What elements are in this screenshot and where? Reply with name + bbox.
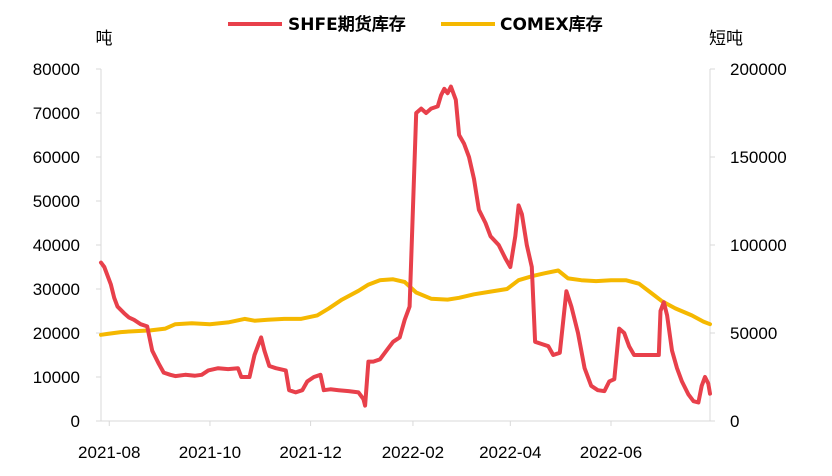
left-tick-label: 70000 bbox=[33, 104, 80, 123]
legend-label-comex: COMEX库存 bbox=[500, 14, 603, 35]
x-tick-label: 2021-08 bbox=[78, 443, 140, 462]
series-line-comex bbox=[99, 268, 712, 337]
left-axis-unit: 吨 bbox=[96, 29, 113, 49]
x-tick-label: 2022-04 bbox=[479, 443, 541, 462]
left-tick-label: 0 bbox=[71, 412, 80, 431]
right-tick-label: 150000 bbox=[730, 148, 787, 167]
legend: SHFE期货库存 COMEX库存 bbox=[228, 14, 603, 35]
left-tick-label: 10000 bbox=[33, 368, 80, 387]
x-tick-label: 2021-12 bbox=[279, 443, 341, 462]
x-tick-label: 2021-10 bbox=[179, 443, 241, 462]
legend-label-shfe: SHFE期货库存 bbox=[288, 14, 406, 35]
left-axis-ticks: 0 10000 20000 30000 40000 50000 60000 70000 8000… bbox=[33, 60, 101, 431]
right-tick-label: 100000 bbox=[730, 236, 787, 255]
x-axis-ticks: 2021-08 2021-10 2021-12 2022-02 2022-04 2022-… bbox=[78, 421, 642, 462]
left-tick-label: 60000 bbox=[33, 148, 80, 167]
left-tick-label: 30000 bbox=[33, 280, 80, 299]
left-tick-label: 40000 bbox=[33, 236, 80, 255]
x-tick-label: 2022-02 bbox=[382, 443, 444, 462]
right-tick-label: 200000 bbox=[730, 60, 787, 79]
left-tick-label: 80000 bbox=[33, 60, 80, 79]
series-line-shfe bbox=[99, 84, 712, 408]
left-tick-label: 20000 bbox=[33, 324, 80, 343]
series-layer bbox=[99, 84, 712, 408]
right-tick-label: 0 bbox=[730, 412, 739, 431]
right-tick-label: 50000 bbox=[730, 324, 777, 343]
left-tick-label: 50000 bbox=[33, 192, 80, 211]
x-tick-label: 2022-06 bbox=[580, 443, 642, 462]
right-axis-unit: 短吨 bbox=[709, 29, 743, 49]
right-axis-ticks: 0 50000 100000 150000 200000 bbox=[710, 60, 787, 431]
